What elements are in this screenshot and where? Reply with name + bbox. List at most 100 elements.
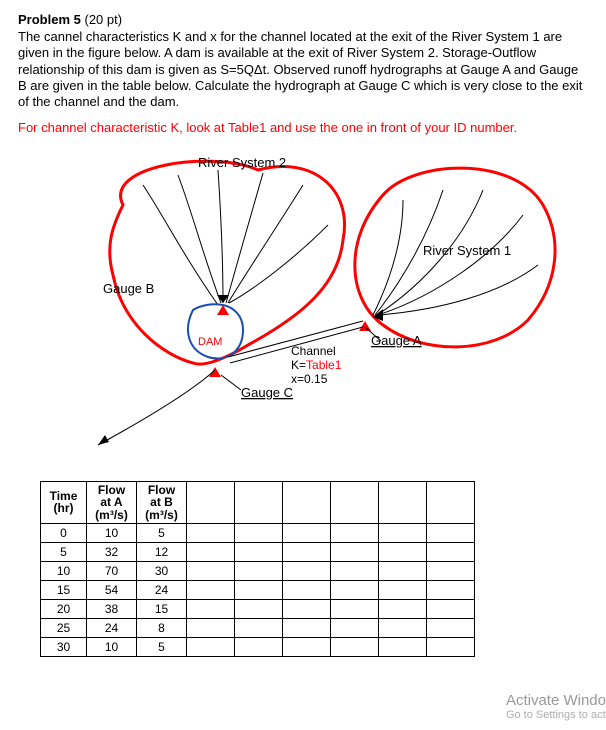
label-k-line: K=Table1 — [291, 358, 342, 372]
cell-empty — [283, 619, 331, 638]
label-channel: Channel — [291, 344, 336, 358]
dam-shape — [188, 304, 243, 358]
cell-empty — [235, 543, 283, 562]
watermark-line2: Go to Settings to act — [506, 709, 606, 722]
label-x-line: x=0.15 — [291, 372, 328, 386]
cell-empty — [427, 543, 475, 562]
table-body: 0105532121070301554242038152524830105 — [41, 524, 475, 657]
cell-flow-b: 24 — [137, 581, 187, 600]
cell-empty — [331, 543, 379, 562]
cell-empty — [427, 600, 475, 619]
cell-empty — [283, 524, 331, 543]
cell-flow-b: 12 — [137, 543, 187, 562]
hydrograph-table: Time (hr) Flow at A (m³/s) Flow at B (m³… — [40, 481, 475, 658]
cell-flow-a: 24 — [87, 619, 137, 638]
cell-flow-a: 54 — [87, 581, 137, 600]
cell-flow-b: 15 — [137, 600, 187, 619]
hdr-b-l2: at B — [141, 496, 182, 509]
downstream-arrow — [98, 435, 109, 445]
cell-empty — [187, 600, 235, 619]
cell-flow-b: 30 — [137, 562, 187, 581]
downstream-river — [98, 370, 215, 445]
cell-flow-a: 10 — [87, 524, 137, 543]
cell-empty — [187, 619, 235, 638]
cell-empty — [283, 600, 331, 619]
cell-empty — [331, 600, 379, 619]
cell-time: 5 — [41, 543, 87, 562]
cell-time: 10 — [41, 562, 87, 581]
cell-flow-b: 8 — [137, 619, 187, 638]
cell-empty — [331, 619, 379, 638]
cell-time: 15 — [41, 581, 87, 600]
cell-empty — [379, 619, 427, 638]
cell-empty — [427, 524, 475, 543]
watermark-line1: Activate Windo — [506, 692, 606, 709]
cell-empty — [283, 543, 331, 562]
cell-empty — [187, 581, 235, 600]
cell-empty — [427, 581, 475, 600]
cell-empty — [331, 581, 379, 600]
cell-empty — [379, 543, 427, 562]
cell-empty — [427, 638, 475, 657]
rivers-system-2 — [143, 170, 328, 305]
gauge-c-marker — [209, 367, 221, 377]
label-gauge-b: Gauge B — [103, 281, 154, 296]
cell-flow-a: 10 — [87, 638, 137, 657]
activate-windows-watermark: Activate Windo Go to Settings to act — [506, 692, 606, 722]
cell-empty — [379, 562, 427, 581]
problem-instruction: For channel characteristic K, look at Ta… — [18, 120, 588, 136]
table-row: 25248 — [41, 619, 475, 638]
label-gauge-a: Gauge A — [371, 333, 422, 348]
problem-title: Problem 5 — [18, 12, 81, 27]
gauge-a-marker — [359, 321, 371, 331]
table-row: 203815 — [41, 600, 475, 619]
label-dam: DAM — [198, 336, 222, 348]
cell-empty — [235, 619, 283, 638]
cell-empty — [331, 524, 379, 543]
cell-empty — [331, 562, 379, 581]
cell-empty — [283, 562, 331, 581]
cell-flow-b: 5 — [137, 524, 187, 543]
hdr-a-l2: at A — [91, 496, 132, 509]
basin-2-outline — [110, 161, 345, 364]
cell-time: 20 — [41, 600, 87, 619]
cell-empty — [187, 638, 235, 657]
label-rs1: River System 1 — [423, 243, 511, 258]
cell-time: 25 — [41, 619, 87, 638]
hdr-a-l3: (m³/s) — [91, 509, 132, 522]
cell-empty — [283, 581, 331, 600]
table-header-row: Time (hr) Flow at A (m³/s) Flow at B (m³… — [41, 481, 475, 524]
cell-empty — [379, 524, 427, 543]
cell-empty — [235, 562, 283, 581]
river-system-diagram: River System 2 River System 1 Gauge B Ga… — [43, 145, 563, 455]
diagram-container: River System 2 River System 1 Gauge B Ga… — [18, 145, 588, 455]
hydrograph-table-wrap: Time (hr) Flow at A (m³/s) Flow at B (m³… — [40, 481, 588, 658]
cell-flow-a: 32 — [87, 543, 137, 562]
cell-flow-a: 70 — [87, 562, 137, 581]
problem-description: The cannel characteristics K and x for t… — [18, 29, 588, 110]
cell-empty — [187, 562, 235, 581]
cell-empty — [427, 562, 475, 581]
hdr-time-l2: (hr) — [45, 502, 82, 515]
cell-empty — [235, 600, 283, 619]
cell-empty — [379, 638, 427, 657]
table-row: 0105 — [41, 524, 475, 543]
cell-empty — [379, 600, 427, 619]
gauge-c-pointer — [221, 375, 241, 390]
cell-empty — [187, 524, 235, 543]
cell-flow-b: 5 — [137, 638, 187, 657]
table-row: 30105 — [41, 638, 475, 657]
label-rs2: River System 2 — [198, 155, 286, 170]
problem-heading: Problem 5 (20 pt) — [18, 12, 588, 27]
problem-points: (20 pt) — [84, 12, 122, 27]
cell-empty — [187, 543, 235, 562]
cell-empty — [427, 619, 475, 638]
hdr-b-l3: (m³/s) — [141, 509, 182, 522]
table-row: 155424 — [41, 581, 475, 600]
table-row: 53212 — [41, 543, 475, 562]
cell-empty — [331, 638, 379, 657]
cell-empty — [379, 581, 427, 600]
cell-time: 0 — [41, 524, 87, 543]
cell-empty — [235, 524, 283, 543]
cell-flow-a: 38 — [87, 600, 137, 619]
